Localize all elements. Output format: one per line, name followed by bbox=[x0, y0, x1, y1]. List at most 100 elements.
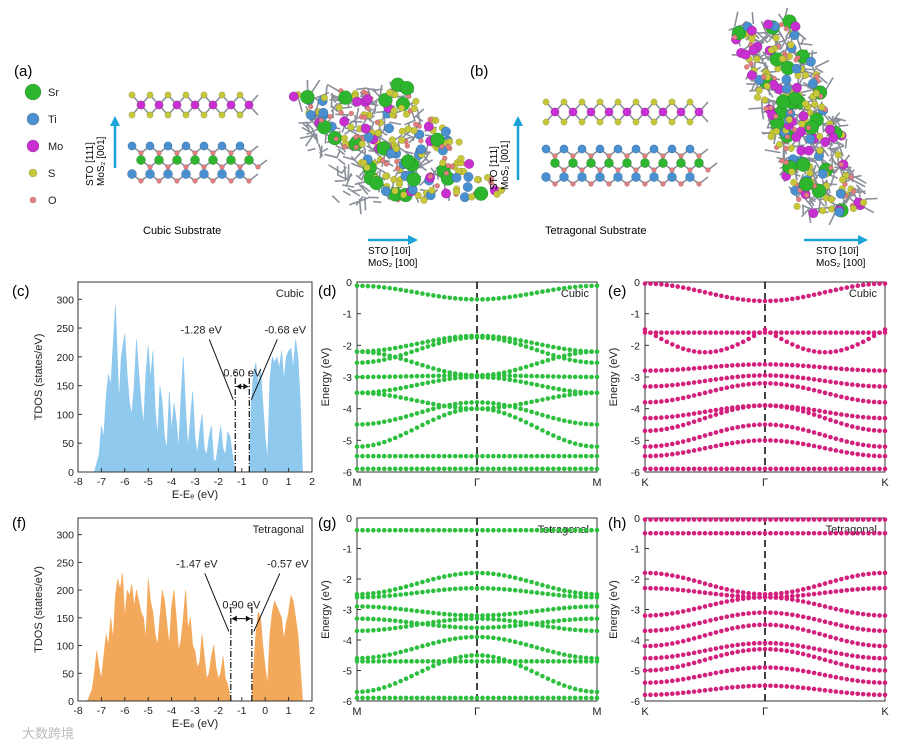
band-point bbox=[828, 434, 833, 440]
band-point bbox=[392, 453, 398, 459]
band-point bbox=[860, 442, 866, 448]
band-point bbox=[431, 466, 436, 472]
band-point bbox=[491, 296, 496, 302]
band-7 bbox=[354, 659, 600, 664]
band-point bbox=[806, 363, 811, 369]
band-point bbox=[680, 676, 686, 682]
band-point bbox=[529, 659, 534, 664]
band-point bbox=[398, 592, 403, 597]
band-point bbox=[469, 570, 474, 576]
band-point bbox=[773, 641, 779, 646]
band-point bbox=[507, 623, 513, 629]
band-point bbox=[849, 530, 855, 536]
band-point bbox=[855, 425, 861, 431]
y-tick-label: 200 bbox=[56, 352, 74, 364]
band-point bbox=[811, 654, 817, 660]
band-point bbox=[702, 350, 708, 355]
atom-ti bbox=[685, 144, 695, 154]
atom-o bbox=[743, 64, 750, 70]
band-point bbox=[789, 642, 795, 648]
band-point bbox=[653, 655, 659, 661]
band-point bbox=[387, 652, 393, 657]
band-point bbox=[740, 382, 746, 388]
bond bbox=[353, 149, 365, 162]
band-point bbox=[365, 655, 371, 661]
band-point bbox=[789, 406, 795, 411]
band-point bbox=[740, 330, 746, 335]
band-point bbox=[420, 362, 425, 368]
band-point bbox=[702, 433, 708, 438]
band-point bbox=[463, 613, 469, 618]
atom-sr bbox=[658, 158, 668, 168]
band-point bbox=[702, 378, 708, 384]
band-point bbox=[675, 610, 681, 615]
band-point bbox=[866, 427, 871, 432]
x-tick-label: -8 bbox=[73, 476, 82, 488]
band-point bbox=[866, 330, 871, 335]
band-point bbox=[523, 380, 529, 385]
band-point bbox=[800, 346, 806, 351]
x-tick-label: -4 bbox=[167, 705, 176, 717]
band-point bbox=[583, 453, 589, 459]
band-point bbox=[523, 695, 529, 701]
band-point bbox=[360, 689, 365, 694]
atom-s bbox=[128, 111, 136, 119]
band-point bbox=[589, 616, 594, 621]
band-point bbox=[507, 618, 513, 624]
atom-o bbox=[651, 167, 657, 173]
band-point bbox=[844, 422, 850, 428]
band-point bbox=[659, 517, 664, 522]
band-point bbox=[833, 330, 839, 335]
band-point bbox=[795, 613, 801, 619]
band-point bbox=[491, 659, 496, 664]
y-tick-label: -1 bbox=[343, 544, 352, 556]
x-tick-label: -1 bbox=[237, 705, 246, 717]
band-point bbox=[561, 393, 567, 398]
band-point bbox=[376, 686, 382, 692]
cubic-top-view bbox=[288, 77, 506, 215]
band-point bbox=[561, 605, 567, 611]
band-point bbox=[811, 517, 817, 522]
band-point bbox=[512, 415, 518, 420]
band-point bbox=[512, 340, 518, 346]
band-point bbox=[735, 517, 741, 522]
band-point bbox=[751, 438, 757, 443]
atom-o bbox=[210, 178, 216, 184]
atom-o bbox=[246, 178, 252, 184]
band-point bbox=[436, 611, 442, 616]
band-point bbox=[877, 680, 882, 685]
band-point bbox=[414, 290, 420, 295]
band-point bbox=[529, 422, 534, 428]
band-point bbox=[871, 680, 877, 685]
band-point bbox=[447, 376, 453, 382]
band-point bbox=[594, 659, 600, 664]
band-point bbox=[371, 627, 376, 633]
y-tick-label: -1 bbox=[343, 309, 352, 321]
bond bbox=[800, 89, 812, 94]
band-point bbox=[751, 641, 757, 646]
band-point bbox=[398, 356, 403, 361]
atom-s bbox=[398, 127, 406, 135]
band-point bbox=[817, 687, 822, 692]
bond bbox=[297, 98, 303, 112]
band-point bbox=[806, 406, 811, 412]
y-tick-label: 100 bbox=[56, 409, 74, 421]
band-point bbox=[768, 373, 773, 378]
band-point bbox=[729, 295, 735, 301]
band-point bbox=[724, 614, 730, 620]
band-point bbox=[729, 384, 735, 389]
atom-o bbox=[552, 181, 558, 187]
band-point bbox=[686, 651, 691, 657]
band-point bbox=[534, 608, 540, 614]
atom-o bbox=[341, 144, 348, 150]
band-point bbox=[540, 466, 545, 472]
band-point bbox=[784, 439, 790, 444]
band-point bbox=[583, 283, 589, 289]
y-tick-label: -6 bbox=[343, 696, 352, 708]
band-point bbox=[561, 453, 567, 459]
band-point bbox=[469, 616, 474, 622]
band-point bbox=[534, 695, 540, 701]
band-point bbox=[833, 448, 839, 453]
atom-ti bbox=[595, 144, 605, 154]
y-tick-label: 0 bbox=[68, 467, 74, 479]
